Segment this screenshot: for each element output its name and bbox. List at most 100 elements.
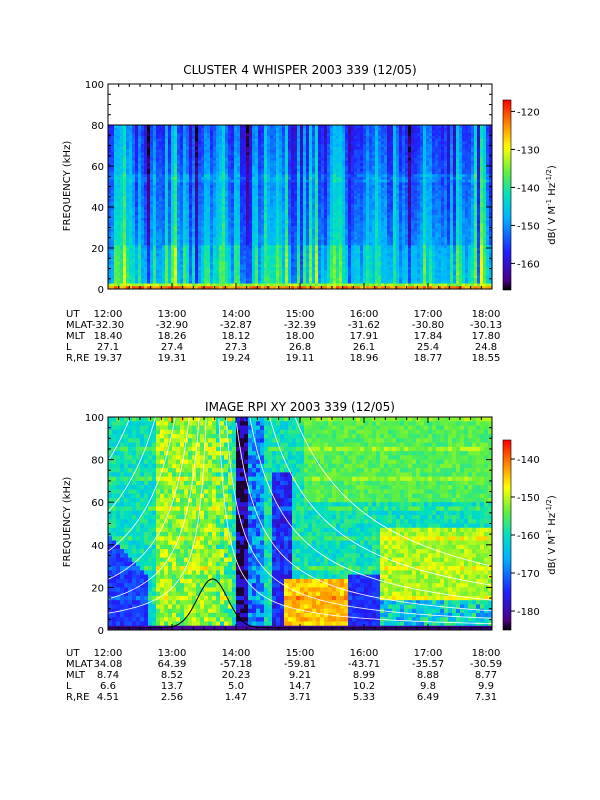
spectrogram-cell — [201, 174, 205, 178]
spectrogram-cell — [237, 127, 241, 132]
spectrogram-cell — [156, 217, 160, 222]
spectrogram-cell — [300, 157, 304, 162]
spectrogram-cell — [192, 144, 196, 148]
spectrogram-cell — [294, 171, 298, 175]
spectrogram-cell — [252, 239, 256, 244]
spectrogram-cell — [210, 212, 214, 216]
spectrogram-cell — [132, 217, 136, 222]
spectrogram-cell — [168, 209, 172, 214]
spectrogram-cell — [180, 278, 184, 282]
spectrogram-cell — [114, 149, 118, 153]
spectrogram-cell — [183, 239, 187, 244]
spectrogram-cell — [303, 198, 307, 203]
spectrogram-cell — [330, 160, 334, 164]
spectrogram-cell — [300, 272, 304, 276]
spectrogram-cell — [333, 234, 337, 238]
spectrogram-cell — [345, 258, 349, 263]
spectrogram-cell — [183, 280, 187, 285]
spectrogram-cell — [114, 280, 118, 285]
spectrogram-cell — [300, 231, 304, 235]
spectrogram-cell — [318, 125, 322, 129]
spectrogram-cell — [261, 248, 265, 252]
spectrogram-cell — [342, 272, 346, 276]
spectrogram-cell — [333, 212, 337, 216]
spectrogram-cell — [318, 264, 322, 268]
spectrogram-cell — [270, 149, 274, 153]
spectrogram-cell — [162, 135, 166, 140]
spectrogram-cell — [327, 190, 331, 194]
spectrogram-cell — [120, 138, 124, 142]
spectrogram-cell — [177, 174, 181, 178]
spectrogram-cell — [225, 231, 229, 235]
spectrogram-cell — [216, 223, 220, 227]
spectrogram-cell — [165, 245, 169, 249]
spectrogram-cell — [252, 187, 256, 192]
spectrogram-cell — [321, 242, 325, 246]
spectrogram-cell — [132, 174, 136, 178]
spectrogram-cell — [318, 253, 322, 257]
spectrogram-cell — [117, 152, 121, 156]
spectrogram-cell — [345, 256, 349, 260]
spectrogram-cell — [330, 198, 334, 203]
spectrogram-cell — [186, 209, 190, 214]
spectrogram-cell — [174, 237, 178, 241]
spectrogram-cell — [213, 155, 217, 159]
spectrogram-cell — [168, 217, 172, 222]
spectrogram-cell — [264, 149, 268, 153]
spectrogram-cell — [210, 248, 214, 252]
spectrogram-cell — [114, 239, 118, 244]
spectrogram-cell — [126, 258, 130, 263]
spectrogram-cell — [165, 209, 169, 214]
spectrogram-cell — [231, 171, 235, 175]
spectrogram-cell — [138, 187, 142, 192]
spectrogram-cell — [162, 179, 166, 183]
spectrogram-cell — [342, 138, 346, 142]
spectrogram-cell — [138, 261, 142, 265]
spectrogram-cell — [282, 261, 286, 265]
spectrogram-cell — [327, 283, 331, 287]
spectrogram-cell — [213, 258, 217, 263]
spectrogram-cell — [246, 149, 250, 153]
spectrogram-cell — [294, 127, 298, 132]
spectrogram-cell — [237, 258, 241, 263]
spectrogram-cell — [330, 125, 334, 129]
spectrogram-cell — [267, 157, 271, 162]
spectrogram-cell — [192, 179, 196, 183]
spectrogram-cell — [135, 275, 139, 279]
spectrogram-cell — [129, 280, 133, 285]
spectrogram-cell — [189, 196, 193, 200]
spectrogram-cell — [270, 231, 274, 235]
spectrogram-cell — [219, 157, 223, 162]
spectrogram-cell — [333, 245, 337, 249]
spectrogram-cell — [354, 155, 358, 159]
spectrogram-cell — [279, 253, 283, 257]
spectrogram-cell — [144, 185, 148, 189]
spectrogram-cell — [336, 176, 340, 181]
spectrogram-cell — [195, 179, 199, 183]
spectrogram-cell — [165, 125, 169, 129]
spectrogram-cell — [255, 242, 259, 246]
spectrogram-cell — [117, 190, 121, 194]
spectrogram-cell — [276, 160, 280, 164]
spectrogram-cell — [213, 239, 217, 244]
spectrogram-cell — [231, 174, 235, 178]
spectrogram-cell — [249, 217, 253, 222]
spectrogram-cell — [321, 133, 325, 137]
spectrogram-cell — [228, 245, 232, 249]
spectrogram-cell — [228, 258, 232, 263]
spectrogram-cell — [342, 275, 346, 279]
spectrogram-cell — [159, 239, 163, 244]
spectrogram-cell — [270, 193, 274, 197]
spectrogram-cell — [267, 237, 271, 241]
spectrogram-cell — [195, 155, 199, 159]
spectrogram-cell — [321, 190, 325, 194]
spectrogram-cell — [156, 242, 160, 246]
spectrogram-cell — [150, 286, 154, 289]
spectrogram-cell — [204, 185, 208, 189]
spectrogram-cell — [213, 264, 217, 268]
spectrogram-cell — [165, 204, 169, 208]
spectrogram-cell — [306, 275, 310, 279]
spectrogram-cell — [336, 226, 340, 230]
spectrogram-cell — [315, 253, 319, 257]
spectrogram-cell — [348, 182, 352, 186]
